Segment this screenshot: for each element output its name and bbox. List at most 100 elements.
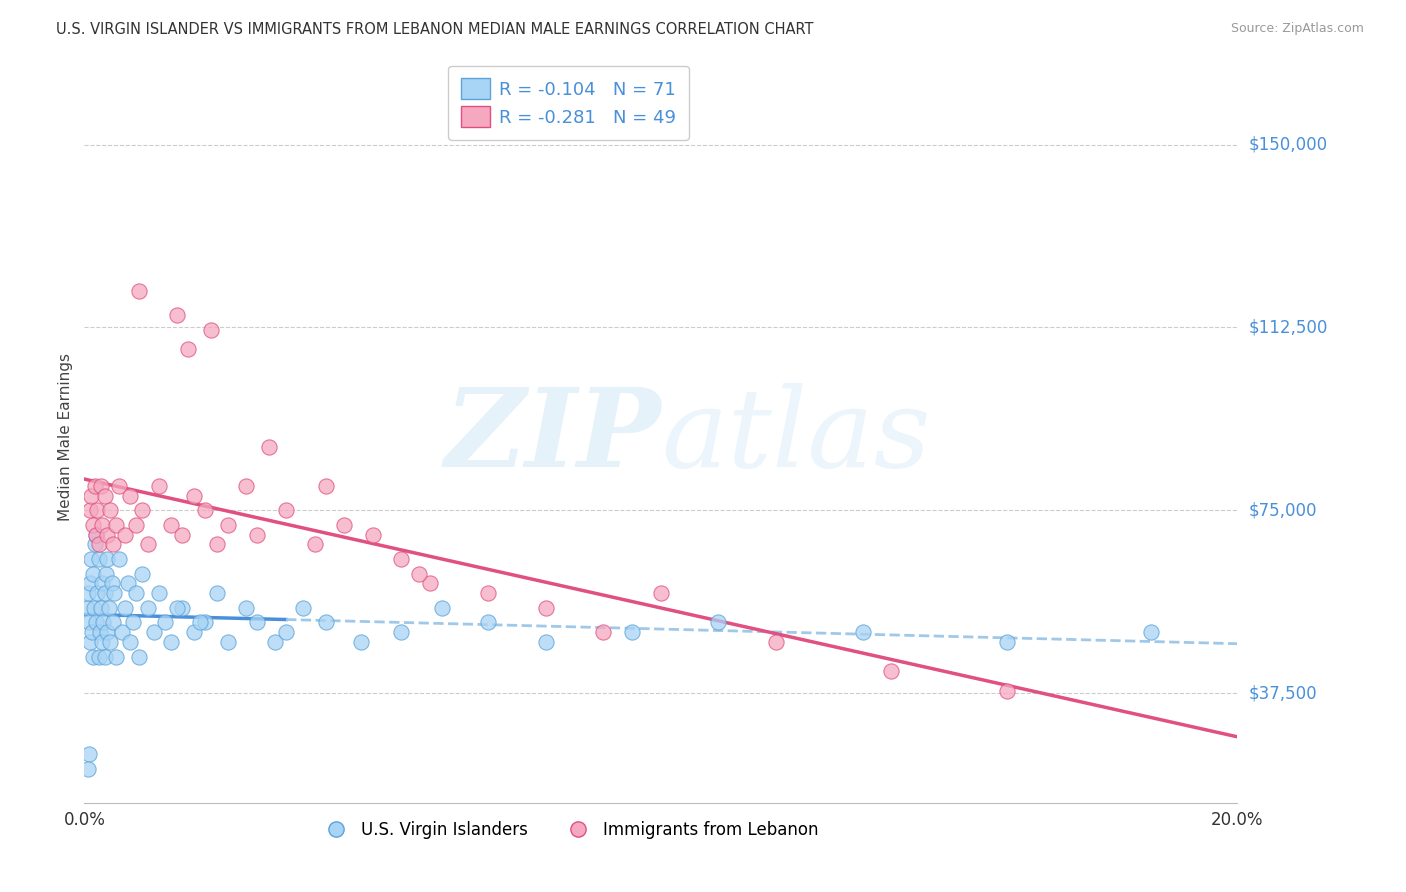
Point: [315, 479, 337, 493]
Point: [131, 566, 153, 581]
Point: [77, 615, 100, 630]
Point: [263, 635, 285, 649]
Point: [87, 537, 110, 551]
Point: [246, 615, 269, 630]
Point: [114, 600, 136, 615]
Point: [160, 635, 183, 649]
Point: [477, 586, 499, 600]
Point: [707, 615, 730, 630]
Point: [172, 600, 194, 615]
Point: [96, 527, 118, 541]
Point: [350, 635, 373, 649]
Point: [89, 625, 111, 640]
Point: [93, 489, 115, 503]
Point: [235, 600, 257, 615]
Point: [304, 537, 326, 551]
Point: [131, 503, 153, 517]
Point: [136, 600, 159, 615]
Point: [108, 479, 131, 493]
Point: [183, 625, 205, 640]
Point: [160, 517, 183, 532]
Point: [592, 625, 614, 640]
Point: [117, 576, 139, 591]
Point: [86, 586, 108, 600]
Point: [87, 552, 110, 566]
Point: [172, 527, 194, 541]
Point: [90, 635, 112, 649]
Text: $150,000: $150,000: [1249, 136, 1327, 153]
Point: [105, 649, 128, 664]
Point: [177, 343, 200, 357]
Text: atlas: atlas: [661, 384, 931, 491]
Point: [87, 649, 110, 664]
Point: [84, 615, 107, 630]
Point: [80, 489, 103, 503]
Point: [419, 576, 441, 591]
Point: [148, 586, 170, 600]
Point: [621, 625, 644, 640]
Point: [995, 635, 1018, 649]
Point: [125, 517, 148, 532]
Point: [183, 489, 205, 503]
Point: [534, 600, 557, 615]
Point: [82, 649, 104, 664]
Point: [80, 552, 103, 566]
Point: [218, 635, 240, 649]
Point: [89, 479, 111, 493]
Point: [96, 625, 118, 640]
Point: [103, 586, 125, 600]
Point: [80, 625, 103, 640]
Point: [408, 566, 430, 581]
Point: [218, 517, 240, 532]
Point: [103, 615, 124, 630]
Point: [83, 537, 105, 551]
Legend: U.S. Virgin Islanders, Immigrants from Lebanon: U.S. Virgin Islanders, Immigrants from L…: [312, 814, 825, 846]
Point: [477, 615, 499, 630]
Point: [79, 635, 101, 649]
Point: [125, 586, 148, 600]
Text: Source: ZipAtlas.com: Source: ZipAtlas.com: [1230, 22, 1364, 36]
Point: [128, 284, 150, 298]
Text: ZIP: ZIP: [444, 384, 661, 491]
Point: [194, 615, 217, 630]
Point: [430, 600, 453, 615]
Point: [94, 566, 117, 581]
Point: [82, 517, 104, 532]
Point: [77, 586, 100, 600]
Point: [333, 517, 356, 532]
Point: [82, 566, 104, 581]
Point: [77, 747, 100, 761]
Point: [257, 440, 280, 454]
Point: [205, 537, 228, 551]
Point: [315, 615, 337, 630]
Point: [153, 615, 176, 630]
Point: [79, 576, 101, 591]
Point: [122, 615, 145, 630]
Point: [111, 625, 134, 640]
Point: [90, 517, 112, 532]
Point: [148, 479, 170, 493]
Point: [292, 600, 315, 615]
Point: [93, 649, 115, 664]
Point: [101, 576, 124, 591]
Point: [765, 635, 787, 649]
Point: [83, 600, 105, 615]
Point: [166, 600, 188, 615]
Point: [98, 635, 121, 649]
Point: [880, 664, 903, 678]
Point: [96, 552, 118, 566]
Point: [90, 576, 112, 591]
Point: [188, 615, 211, 630]
Point: [194, 503, 217, 517]
Point: [86, 503, 108, 517]
Y-axis label: Median Male Earnings: Median Male Earnings: [58, 353, 73, 521]
Point: [84, 527, 107, 541]
Point: [128, 649, 150, 664]
Point: [76, 762, 98, 776]
Point: [93, 586, 115, 600]
Text: $112,500: $112,500: [1249, 318, 1327, 336]
Point: [91, 615, 114, 630]
Point: [114, 527, 136, 541]
Point: [120, 635, 142, 649]
Point: [391, 552, 413, 566]
